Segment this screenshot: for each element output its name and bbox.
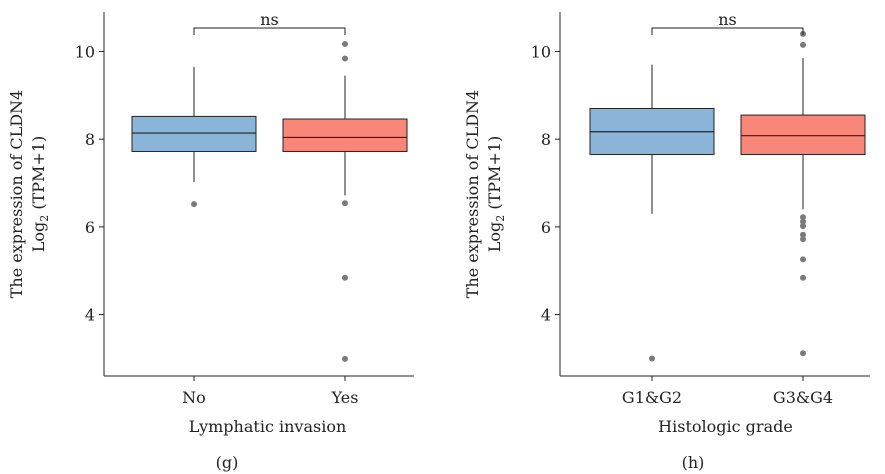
y-axis-label: The expression of CLDN4 — [7, 90, 26, 298]
x-tick-label: G1&G2 — [622, 388, 682, 407]
outlier-point — [800, 236, 806, 243]
outlier-point — [342, 200, 348, 207]
outlier-point — [800, 256, 806, 263]
iqr-box — [740, 114, 866, 156]
chart-panel-h: 4 6 8 10 The expression of CLDN4 Log2 (TPM+1)… — [463, 10, 870, 472]
outlier-point — [342, 41, 348, 48]
outlier-point — [800, 214, 806, 221]
x-tick-label: No — [182, 388, 206, 407]
significance-label: ns — [260, 10, 279, 29]
y-unit-rest: (TPM+1) — [485, 136, 504, 215]
box-g1-g2 — [589, 64, 715, 362]
outlier-point — [649, 355, 655, 362]
outlier-point — [800, 274, 806, 281]
x-tick-label: G3&G4 — [773, 388, 833, 407]
outlier-point — [342, 55, 348, 62]
y-tick-label: 4 — [541, 306, 551, 325]
box-g3-g4 — [740, 30, 866, 357]
panel-label: (g) — [216, 453, 239, 472]
y-axis-label-unit: Log2 (TPM+1) — [485, 136, 507, 252]
x-tick-label: Yes — [331, 388, 359, 407]
y-unit-subscript: 2 — [494, 215, 507, 222]
outlier-point — [800, 41, 806, 48]
x-axis-label: Lymphatic invasion — [189, 417, 347, 436]
panel-label: (h) — [682, 453, 705, 472]
y-unit-rest: (TPM+1) — [29, 136, 48, 215]
outlier-point — [800, 350, 806, 357]
iqr-box — [131, 115, 257, 152]
outlier-point — [342, 355, 348, 362]
outlier-point — [800, 231, 806, 238]
y-tick-label: 10 — [531, 42, 551, 61]
significance-bracket — [651, 27, 804, 35]
y-axis-label-unit: Log2 (TPM+1) — [29, 136, 51, 252]
y-axis-label: The expression of CLDN4 — [463, 90, 482, 298]
y-tick-label: 8 — [541, 130, 551, 149]
outlier-point — [191, 201, 197, 208]
outlier-point — [800, 218, 806, 225]
y-tick-label: 4 — [85, 306, 95, 325]
chart-panel-g: 4 6 8 10 The expression of CLDN4 Log2 (TPM+1)… — [7, 10, 414, 472]
outlier-point — [342, 274, 348, 281]
y-tick-label: 6 — [541, 218, 551, 237]
box-no — [131, 66, 257, 208]
y-unit-subscript: 2 — [38, 215, 51, 222]
significance-bracket — [193, 27, 346, 35]
box-yes — [282, 41, 408, 362]
outlier-point — [800, 223, 806, 230]
y-unit-log: Log — [29, 222, 48, 253]
x-axis-label: Histologic grade — [658, 417, 793, 436]
y-unit-log: Log — [485, 222, 504, 253]
significance-label: ns — [718, 10, 737, 29]
y-tick-label: 6 — [85, 218, 95, 237]
iqr-box — [282, 118, 408, 152]
y-tick-label: 10 — [75, 42, 95, 61]
y-tick-label: 8 — [85, 130, 95, 149]
